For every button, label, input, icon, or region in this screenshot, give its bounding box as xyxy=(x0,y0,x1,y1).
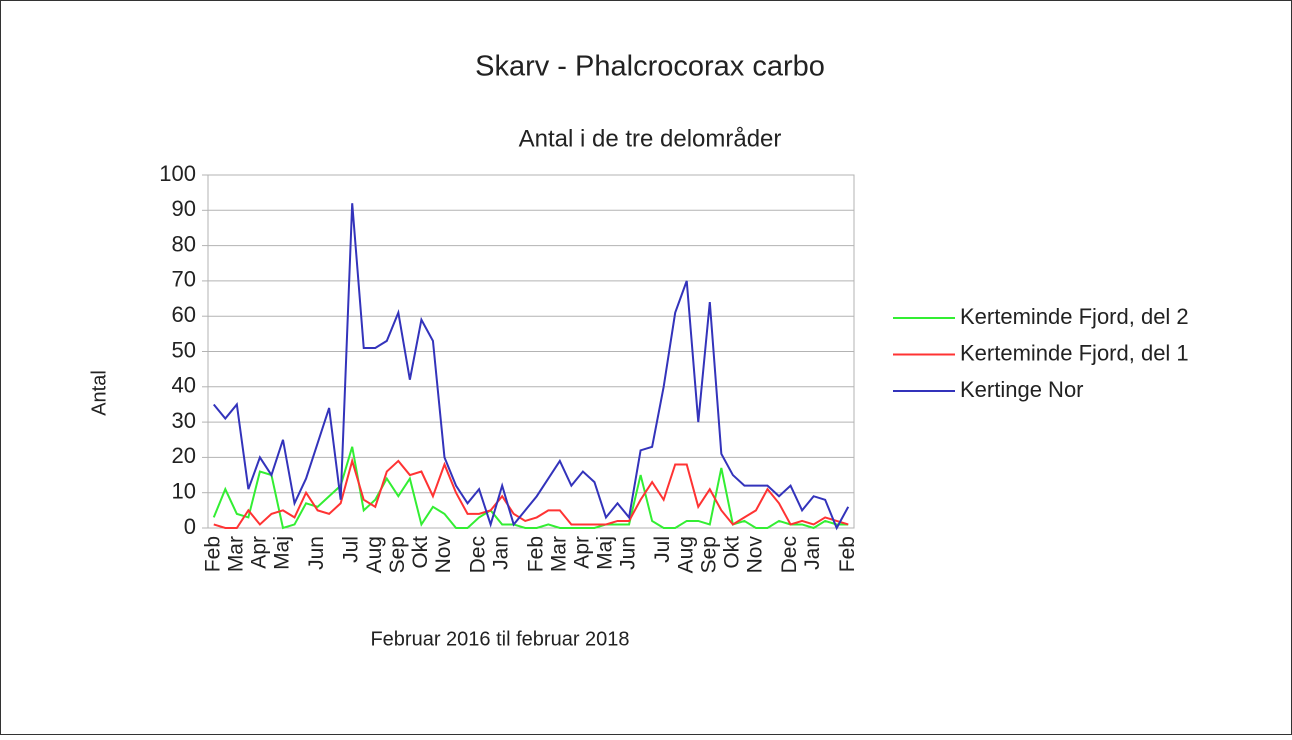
x-tick-label: Okt xyxy=(409,536,432,569)
series-line xyxy=(212,203,850,531)
x-tick-label: Apr xyxy=(570,536,593,569)
chart-title: Skarv - Phalcrocorax carbo xyxy=(475,51,825,83)
y-tick-label: 30 xyxy=(172,408,196,433)
y-tick-label: 50 xyxy=(172,337,196,362)
legend-label: Kertinge Nor xyxy=(960,377,1084,402)
y-tick-label: 20 xyxy=(172,443,196,468)
series-line xyxy=(213,457,849,529)
y-tick-label: 70 xyxy=(172,267,196,292)
x-tick-label: Mar xyxy=(547,536,570,572)
x-tick-label: Maj xyxy=(271,536,294,570)
legend-label: Kerteminde Fjord, del 2 xyxy=(960,304,1189,329)
y-tick-label: 40 xyxy=(172,373,196,398)
x-tick-label: Maj xyxy=(594,536,617,570)
y-axis-title: Antal xyxy=(88,370,110,416)
x-tick-label: Sep xyxy=(697,536,720,573)
chart-subtitle: Antal i de tre delområder xyxy=(519,125,782,152)
x-axis-title: Februar 2016 til februar 2018 xyxy=(370,628,629,650)
series-line xyxy=(212,446,849,530)
x-tick-label: Feb xyxy=(836,536,859,572)
x-tick-label: Jul xyxy=(651,536,674,563)
x-tick-label: Sep xyxy=(386,536,409,573)
y-tick-label: 60 xyxy=(172,302,196,327)
x-tick-label: Jun xyxy=(305,536,328,570)
x-tick-label: Mar xyxy=(224,536,247,572)
x-tick-label: Dec xyxy=(467,536,490,573)
y-tick-label: 90 xyxy=(172,196,196,221)
legend-label: Kerteminde Fjord, del 1 xyxy=(960,340,1189,365)
y-tick-label: 100 xyxy=(159,161,196,186)
x-tick-label: Jan xyxy=(801,536,824,570)
x-tick-label: Jul xyxy=(340,536,363,563)
x-tick-label: Aug xyxy=(363,536,386,573)
x-tick-label: Okt xyxy=(720,536,743,569)
x-tick-label: Jan xyxy=(490,536,513,570)
x-tick-label: Feb xyxy=(524,536,547,572)
y-tick-label: 10 xyxy=(172,479,196,504)
x-tick-label: Apr xyxy=(247,536,270,569)
x-tick-label: Dec xyxy=(778,536,801,573)
x-tick-label: Jun xyxy=(617,536,640,570)
x-tick-label: Aug xyxy=(674,536,697,573)
x-tick-label: Nov xyxy=(743,536,766,574)
x-tick-label: Nov xyxy=(432,536,455,574)
y-tick-label: 80 xyxy=(172,231,196,256)
x-tick-label: Feb xyxy=(201,536,224,572)
y-tick-label: 0 xyxy=(184,514,196,539)
